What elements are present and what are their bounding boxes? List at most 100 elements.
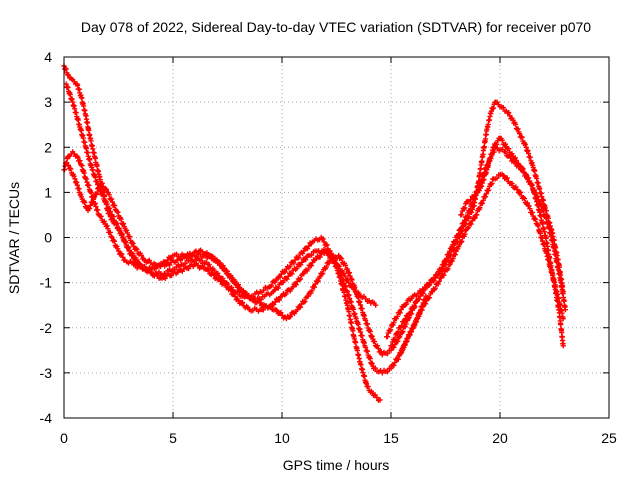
data-points-segment <box>71 151 79 159</box>
data-points-segment <box>71 79 79 87</box>
data-points-segment <box>535 222 548 254</box>
data-points-segment <box>459 208 472 231</box>
data-points-segment <box>64 84 75 103</box>
data-points-segment <box>293 249 306 261</box>
data-points-segment <box>226 286 240 303</box>
data-point <box>65 162 71 168</box>
data-points-segment <box>362 317 376 342</box>
data-points-segment <box>371 339 384 355</box>
data-point <box>458 225 464 232</box>
data-points-segment <box>70 102 82 127</box>
data-points-segment <box>187 248 201 258</box>
data-point <box>65 72 71 78</box>
data-points-segment <box>67 75 74 82</box>
data-point <box>517 131 523 137</box>
data-points-segment <box>317 260 332 280</box>
data-point <box>388 347 394 353</box>
data-point <box>235 298 241 304</box>
chart-title: Day 078 of 2022, Sidereal Day-to-day VTE… <box>81 19 591 35</box>
data-point <box>560 343 566 349</box>
data-point <box>240 289 246 295</box>
y-axis-label: SDTVAR / TECUs <box>6 182 22 294</box>
y-tick-label: 0 <box>44 230 52 246</box>
data-points-segment <box>494 145 506 154</box>
y-tick-label: 1 <box>44 184 52 200</box>
data-points-segment <box>484 144 496 170</box>
data-points-segment <box>263 290 275 298</box>
data-points-segment <box>499 104 508 114</box>
data-points-segment <box>118 232 132 251</box>
data-points-segment <box>92 182 103 198</box>
x-tick-label: 5 <box>169 430 177 446</box>
data-points-segment <box>123 227 136 247</box>
data-point <box>294 307 300 313</box>
data-points-segment <box>182 262 196 272</box>
data-points-segment <box>478 169 489 189</box>
data-points-segment <box>97 213 107 225</box>
data-points-segment <box>345 269 358 294</box>
data-point <box>137 262 143 268</box>
data-point <box>115 248 122 254</box>
data-points-segment <box>105 190 119 213</box>
data-points-segment <box>354 318 367 346</box>
data-points-segment <box>466 193 475 205</box>
data-points-segment <box>413 304 426 325</box>
data-points-segment <box>395 338 409 362</box>
data-points-segment <box>172 266 185 277</box>
y-tick-label: -4 <box>40 410 53 426</box>
data-points-segment <box>259 284 270 295</box>
data-point <box>432 275 438 281</box>
x-tick-label: 25 <box>601 430 617 446</box>
data-points-segment <box>334 264 350 294</box>
data-points-segment <box>230 277 245 294</box>
data-points-segment <box>77 124 88 149</box>
data-points-segment <box>474 194 487 218</box>
data-points-segment <box>448 245 461 265</box>
data-points-segment <box>482 176 496 200</box>
data-points-segment <box>550 271 562 310</box>
data-points-segment <box>176 253 190 263</box>
data-point <box>438 275 444 281</box>
data-points-segment <box>83 145 95 170</box>
data-points-segment <box>276 268 288 280</box>
data-points-segment <box>537 200 550 226</box>
data-points-segment <box>397 317 411 338</box>
data-points-segment <box>67 151 74 159</box>
data-point <box>560 316 566 322</box>
data-points-segment <box>110 237 121 252</box>
data-points-segment <box>92 155 101 175</box>
data-points-segment <box>114 209 127 230</box>
data-points-segment <box>530 164 542 189</box>
data-points-segment <box>511 119 522 135</box>
data-points-segment <box>88 136 97 156</box>
plot-border <box>63 56 610 419</box>
y-tick-label: -2 <box>40 320 53 336</box>
data-points-segment <box>161 271 174 281</box>
data-points-segment <box>99 180 110 192</box>
data-points-segment <box>124 258 135 266</box>
y-tick-label: 4 <box>44 49 52 65</box>
data-points-segment <box>83 176 95 200</box>
x-tick-label: 10 <box>274 430 290 446</box>
data-point <box>305 293 311 299</box>
x-tick-label: 0 <box>60 430 68 446</box>
data-points-segment <box>406 299 419 316</box>
data-points-segment <box>365 383 376 396</box>
data-points-segment <box>372 365 384 375</box>
data-points-segment <box>543 235 555 273</box>
data-point <box>74 153 80 159</box>
data-points-segment <box>494 99 502 108</box>
data-points-segment <box>524 147 535 167</box>
data-points-segment <box>450 227 463 248</box>
data-point <box>290 284 296 290</box>
data-points-segment <box>103 223 114 239</box>
data-points-segment <box>526 203 539 226</box>
data-points-segment <box>302 240 314 252</box>
data-points-segment <box>267 277 279 290</box>
series-track-3 <box>63 81 429 376</box>
data-points-segment <box>505 110 515 122</box>
data-points-segment <box>511 155 522 167</box>
x-tick-label: 20 <box>492 430 508 446</box>
data-point <box>523 171 529 177</box>
data-points-segment <box>75 154 84 167</box>
